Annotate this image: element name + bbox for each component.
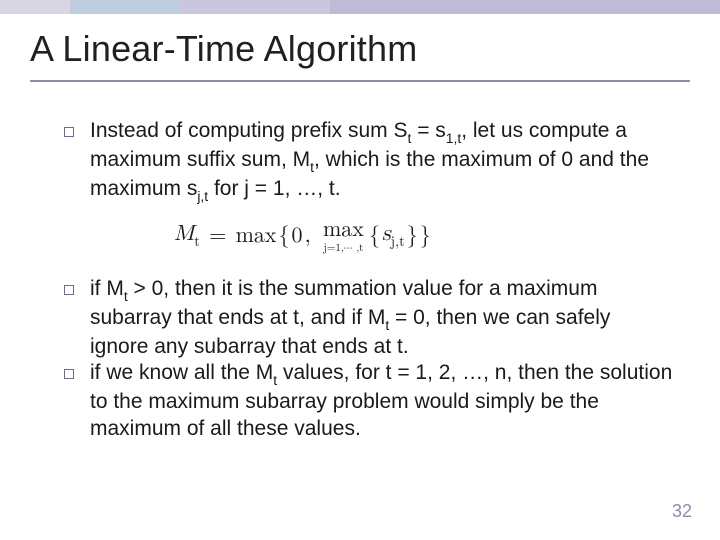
bullet-text: if Mt > 0, then it is the summation valu… (90, 276, 674, 361)
bullet-text: if we know all the Mt values, for t = 1,… (90, 360, 674, 443)
header-segment (0, 0, 70, 14)
bullet-marker-icon (64, 285, 74, 295)
bullet-item: if we know all the Mt values, for t = 1,… (64, 360, 674, 443)
formula-inner-op: max j=1,⋯ ,t (323, 219, 364, 254)
open-brace: { (279, 225, 290, 247)
close-brace-inner: } (407, 225, 418, 247)
open-brace-inner: { (369, 225, 380, 247)
page-number: 32 (672, 501, 692, 522)
formula-inner-var: sj,t (382, 223, 405, 249)
bullet-text: Instead of computing prefix sum St = s1,… (90, 118, 674, 205)
equals-sign: = (202, 225, 234, 247)
bullet-item: if Mt > 0, then it is the summation valu… (64, 276, 674, 361)
formula-first-arg: 0 (292, 225, 303, 247)
header-segment (70, 0, 180, 14)
header-segment (330, 0, 720, 14)
formula-lhs-var: Mt (174, 223, 200, 249)
corner-decoration (698, 518, 720, 540)
slide-body: Instead of computing prefix sum St = s1,… (64, 118, 674, 443)
close-brace: } (420, 225, 431, 247)
header-accent-bar (0, 0, 720, 14)
formula-outer-op: max (236, 225, 277, 247)
title-underline (30, 80, 690, 82)
formula-display: Mt = max { 0 , max j=1,⋯ ,t { sj,t } } (174, 219, 674, 254)
bullet-marker-icon (64, 369, 74, 379)
comma: , (305, 225, 318, 247)
bullet-item: Instead of computing prefix sum St = s1,… (64, 118, 674, 205)
slide-title: A Linear-Time Algorithm (30, 28, 417, 70)
bullet-marker-icon (64, 127, 74, 137)
header-segment (180, 0, 330, 14)
